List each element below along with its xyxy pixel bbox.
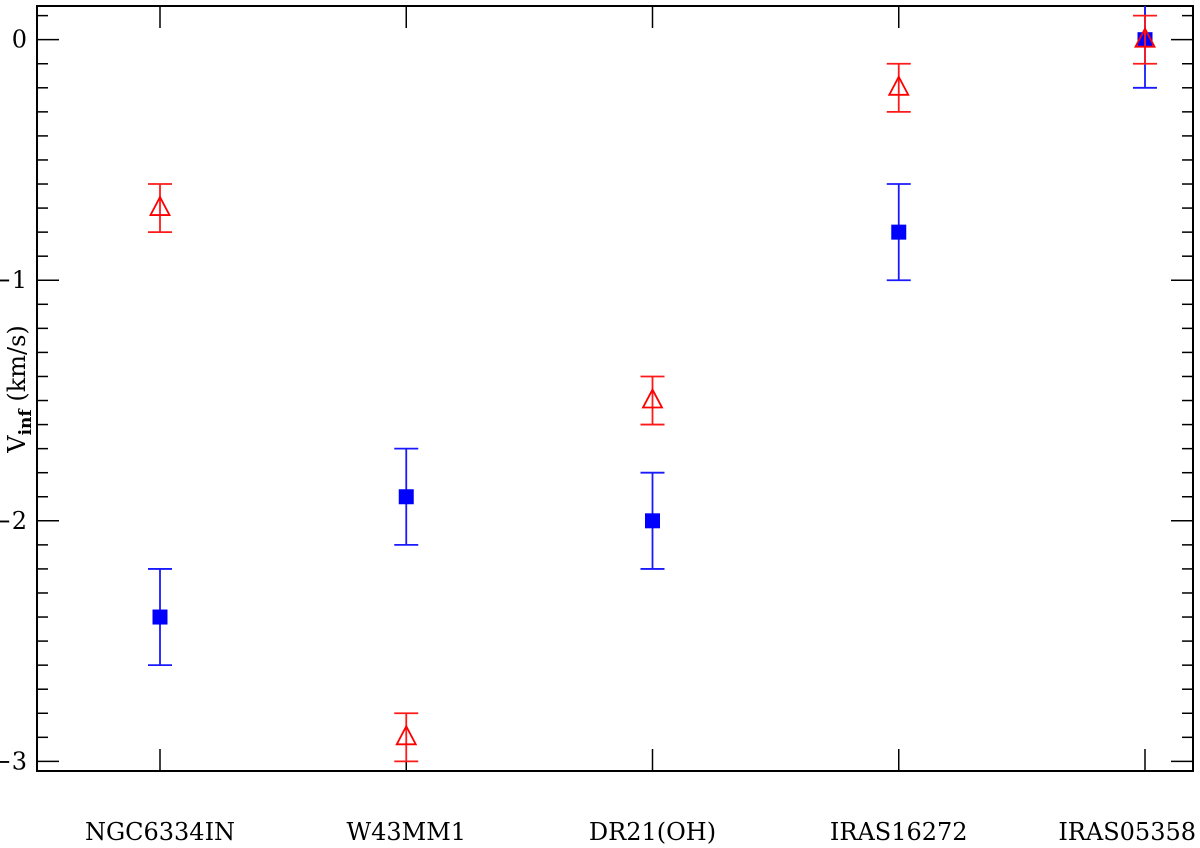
square-marker [152,609,168,625]
x-tick-label: W43MM1 [346,818,466,846]
triangle-marker [887,74,910,96]
triangle-marker [641,387,664,409]
x-axis-ticks: NGC6334IN W43MM1 DR21(OH) IRAS16272 IRAS0535… [85,6,1196,846]
triangle-marker [1134,26,1156,48]
y-tick-label: −1 [0,266,27,294]
x-tick-label: DR21(OH) [589,818,716,846]
data-series [148,6,1157,763]
square-marker [891,224,907,240]
y-axis-ticks: 0 −1 −2 −3 [0,14,1193,775]
y-tick-label: −2 [0,507,27,535]
y-axis-label: Vinf (km/s) [3,325,36,454]
series-2 [148,14,1157,763]
x-tick-label: IRAS05358 [1058,818,1196,846]
square-marker [398,489,414,505]
x-tick-label: NGC6334IN [85,818,235,846]
y-tick-label: −3 [0,747,27,775]
square-marker [645,513,660,529]
y-tick-label: 0 [12,26,27,54]
triangle-marker [149,195,171,216]
plot-frame [36,5,1194,772]
triangle-marker [395,724,418,746]
series-1 [148,6,1157,667]
x-tick-label: IRAS16272 [830,818,968,846]
